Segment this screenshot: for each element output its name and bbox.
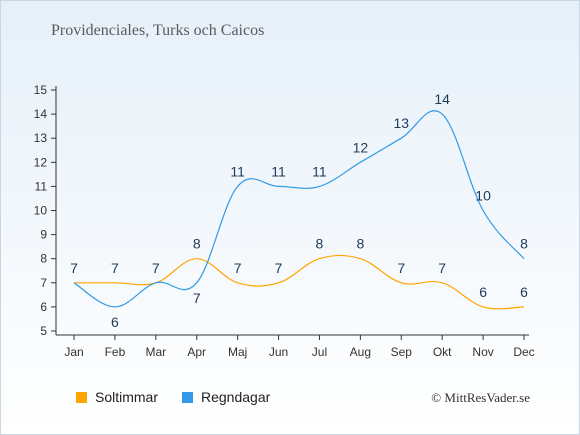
x-tick-label: Jan bbox=[64, 345, 83, 359]
x-tick-label: Okt bbox=[433, 345, 452, 359]
data-label-regndagar: 13 bbox=[393, 115, 409, 131]
x-tick-label: Apr bbox=[187, 345, 206, 359]
data-label-regndagar: 14 bbox=[434, 91, 450, 107]
data-label-regndagar: 7 bbox=[193, 290, 201, 306]
chart-title: Providenciales, Turks och Caicos bbox=[51, 22, 265, 39]
y-tick-label: 5 bbox=[40, 324, 47, 338]
legend-item-soltimmar: Soltimmar bbox=[76, 389, 158, 405]
x-tick-label: Sep bbox=[391, 345, 413, 359]
y-tick-label: 15 bbox=[34, 83, 48, 97]
data-label-regndagar: 6 bbox=[111, 314, 119, 330]
series-line-soltimmar bbox=[73, 254, 525, 310]
data-label-soltimmar: 8 bbox=[356, 236, 364, 252]
series-lines bbox=[73, 110, 525, 310]
data-labels: 7 8 7 7 8 8 7 7 6 6 7 6 7 7 11 11 11 12 13 14 10 8 bbox=[70, 91, 528, 330]
x-tick-label: Maj bbox=[228, 345, 247, 359]
legend-label-regndagar: Regndagar bbox=[201, 389, 271, 405]
y-tick-label: 6 bbox=[40, 300, 47, 314]
x-tick-label: Feb bbox=[105, 345, 126, 359]
legend-item-regndagar: Regndagar bbox=[182, 389, 270, 405]
y-tick-label: 10 bbox=[34, 204, 48, 218]
x-tick-label: Dec bbox=[513, 345, 534, 359]
data-label-soltimmar: 8 bbox=[316, 236, 324, 252]
legend-swatch-regndagar bbox=[182, 391, 193, 403]
series-line-regndagar bbox=[73, 110, 525, 308]
x-tick-label: Nov bbox=[472, 345, 493, 359]
y-tick-label: 9 bbox=[40, 228, 47, 242]
copyright-text: © MittResVader.se bbox=[431, 390, 530, 405]
x-tick-label: Aug bbox=[350, 345, 371, 359]
x-tick-label: Jun bbox=[269, 345, 288, 359]
axes: 5 6 7 8 9 10 11 12 13 14 15 Jan Feb Mar Apr Maj Jun Jul Au… bbox=[34, 83, 535, 359]
x-tick-label: Jul bbox=[312, 345, 327, 359]
data-label-soltimmar: 6 bbox=[479, 284, 487, 300]
y-tick-label: 7 bbox=[40, 276, 47, 290]
data-label-soltimmar: 7 bbox=[438, 260, 446, 276]
data-label-regndagar: 7 bbox=[70, 260, 78, 276]
data-label-soltimmar: 7 bbox=[275, 260, 283, 276]
y-tick-label: 8 bbox=[40, 252, 47, 266]
data-label-soltimmar: 8 bbox=[193, 236, 201, 252]
data-label-regndagar: 11 bbox=[230, 163, 245, 179]
data-label-regndagar: 11 bbox=[312, 163, 327, 179]
y-tick-label: 14 bbox=[34, 107, 48, 121]
data-label-soltimmar: 7 bbox=[234, 260, 242, 276]
data-label-regndagar: 7 bbox=[152, 260, 160, 276]
data-label-regndagar: 10 bbox=[475, 188, 491, 204]
data-label-soltimmar: 7 bbox=[397, 260, 405, 276]
data-label-regndagar: 8 bbox=[520, 236, 528, 252]
y-tick-label: 11 bbox=[35, 179, 48, 193]
data-label-soltimmar: 7 bbox=[111, 260, 119, 276]
legend-swatch-soltimmar bbox=[76, 391, 87, 403]
data-label-regndagar: 11 bbox=[271, 163, 286, 179]
legend-label-soltimmar: Soltimmar bbox=[95, 389, 159, 405]
data-label-regndagar: 12 bbox=[353, 139, 369, 155]
y-tick-label: 13 bbox=[34, 131, 48, 145]
data-label-soltimmar: 6 bbox=[520, 284, 528, 300]
y-tick-label: 12 bbox=[34, 155, 48, 169]
x-tick-label: Mar bbox=[145, 345, 166, 359]
